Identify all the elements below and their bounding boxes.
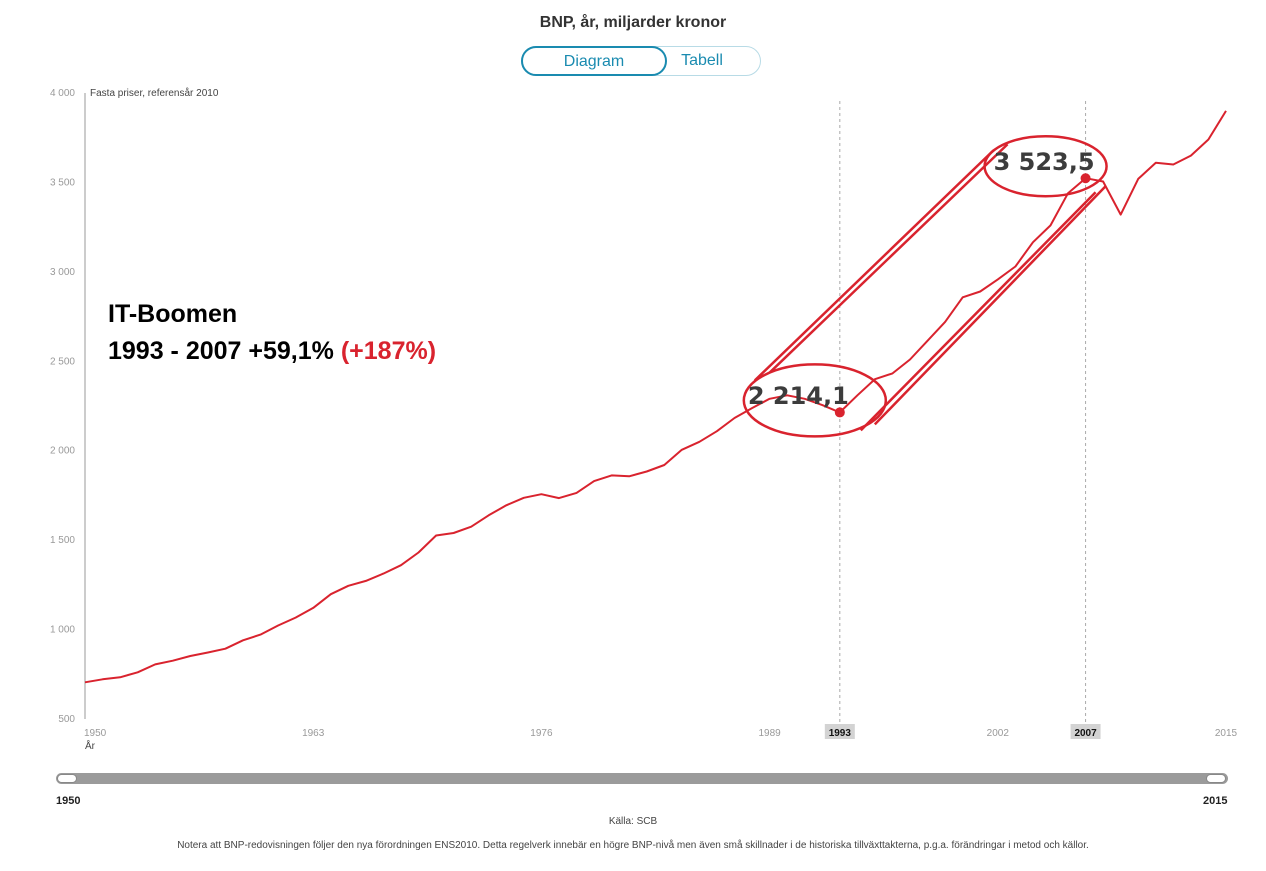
annotation-connector [768,143,1009,374]
slider-start-label: 1950 [56,795,81,807]
range-slider-end-handle[interactable] [1206,774,1226,783]
highlight-tick-box [824,724,855,739]
x-tick-label: 1989 [758,728,781,739]
view-toggle: Diagram Tabell [521,46,761,76]
data-point-marker [1080,173,1091,184]
annotation-connector [859,191,1097,432]
slider-end-label: 2015 [1203,795,1228,807]
chart-axes: 500 1 000 1 500 2 000 2 500 3 000 3 500 4 000 Fa… [50,87,1238,752]
x-tick-label: 1950 [84,728,107,739]
source-note: Källa: SCB [608,816,658,827]
y-tick-label: 3 500 [50,177,75,188]
annotation-connector [753,149,995,382]
range-slider-start-handle[interactable] [57,774,77,783]
annotation-ellipse [742,363,888,438]
highlight-lines: 1993 2007 [824,101,1101,739]
highlight-tick-box [1070,724,1101,739]
chart-subtitle: Fasta priser, referensår 2010 [90,87,219,99]
range-slider-track[interactable] [56,773,1228,784]
x-tick-label: 2002 [987,728,1010,739]
annotation-connector [873,185,1107,426]
annotation-overlay [742,134,1108,438]
data-point-marker [834,407,845,418]
marker-label-1993: 2 214,1 [747,382,849,411]
x-tick-label: 1963 [302,728,325,739]
y-tick-label: 1 000 [50,625,75,636]
marker-label-2007: 3 523,5 [993,148,1095,177]
y-tick-label: 3 000 [50,267,75,278]
x-tick-label: 1976 [530,728,553,739]
chart-series [84,110,1227,684]
y-tick-label: 1 500 [50,535,75,546]
y-tick-label: 500 [58,714,75,725]
annotation-period-text: 1993 - 2007 +59,1% [108,337,334,365]
y-tick-label: 2 000 [50,446,75,457]
x-tick-label: 2015 [1215,728,1238,739]
y-tick-label: 4 000 [50,88,75,99]
gdp-series-line [84,110,1227,684]
y-tick-label: 2 500 [50,356,75,367]
tab-diagram[interactable]: Diagram [521,46,667,76]
tab-tabell[interactable]: Tabell [681,52,723,69]
chart-title: BNP, år, miljarder kronor [539,14,727,31]
x-axis-label: År [85,739,96,752]
highlight-tick-label: 1993 [829,728,852,739]
footnote: Notera att BNP-redovisningen följer den … [177,840,1089,851]
annotation-highlight: (+187%) [340,337,437,365]
annotation-period: 1993 - 2007 +59,1% (+187%) [108,337,436,366]
annotation-heading: IT-Boomen [108,300,238,328]
highlight-tick-label: 2007 [1074,728,1097,739]
